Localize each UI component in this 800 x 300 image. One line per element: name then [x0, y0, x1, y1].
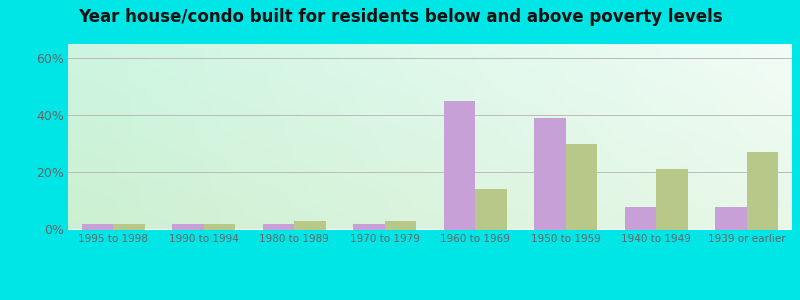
Bar — [715, 207, 746, 230]
Bar — [262, 224, 294, 230]
Text: Year house/condo built for residents below and above poverty levels: Year house/condo built for residents bel… — [78, 8, 722, 26]
Bar — [656, 169, 688, 230]
Bar — [475, 189, 507, 230]
Bar — [385, 221, 417, 230]
Bar — [294, 221, 326, 230]
Bar — [204, 224, 235, 230]
Bar — [172, 224, 204, 230]
Bar — [625, 207, 656, 230]
Bar — [353, 224, 385, 230]
Bar — [82, 224, 114, 230]
Bar — [566, 144, 598, 230]
Bar — [746, 152, 778, 230]
Bar — [114, 224, 145, 230]
Bar — [534, 118, 566, 230]
Bar — [443, 101, 475, 230]
